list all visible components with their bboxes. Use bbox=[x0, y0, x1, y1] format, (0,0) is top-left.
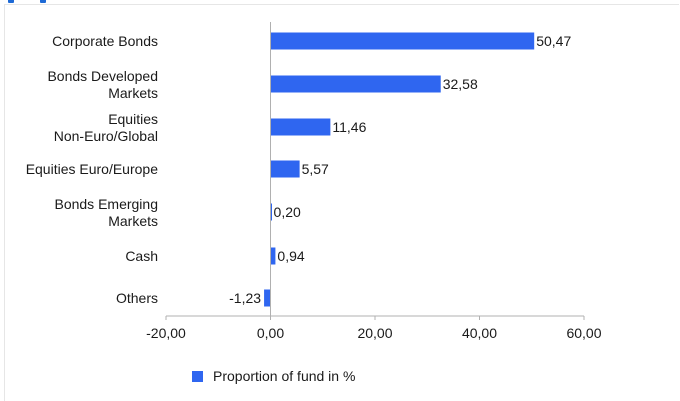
x-tick-label: 40,00 bbox=[462, 325, 497, 341]
x-tick-label: -20,00 bbox=[146, 325, 186, 341]
bar-chart: 50,47 Corporate Bonds 32,58 Bonds Developed… bbox=[26, 22, 602, 341]
value-label: 0,94 bbox=[277, 248, 304, 264]
accent-mark bbox=[8, 0, 14, 3]
x-tick-label: 0,00 bbox=[257, 325, 284, 341]
bar bbox=[270, 75, 441, 93]
category-label: Bonds Emerging bbox=[54, 196, 158, 212]
x-tick-label: 60,00 bbox=[566, 325, 601, 341]
bar bbox=[270, 203, 272, 221]
bar bbox=[270, 160, 300, 178]
category-label: Bonds Developed bbox=[47, 68, 158, 84]
bar bbox=[270, 32, 535, 50]
category-label: Others bbox=[116, 290, 158, 306]
value-label: 0,20 bbox=[274, 204, 301, 220]
value-label: 5,57 bbox=[302, 161, 329, 177]
value-label: -1,23 bbox=[229, 290, 261, 306]
top-accent-strip bbox=[0, 0, 60, 3]
accent-mark bbox=[40, 0, 46, 3]
value-label: 50,47 bbox=[536, 33, 571, 49]
category-label: Markets bbox=[108, 85, 158, 101]
bar bbox=[270, 118, 331, 136]
category-label: Corporate Bonds bbox=[52, 33, 158, 49]
legend: Proportion of fund in % bbox=[192, 368, 355, 384]
x-tick-label: 20,00 bbox=[357, 325, 392, 341]
category-label: Cash bbox=[125, 248, 158, 264]
bar bbox=[270, 247, 276, 265]
category-label: Non-Euro/Global bbox=[54, 128, 158, 144]
bar bbox=[264, 289, 271, 307]
category-label: Equities Euro/Europe bbox=[26, 161, 159, 177]
legend-label: Proportion of fund in % bbox=[213, 368, 356, 384]
category-label: Markets bbox=[108, 213, 158, 229]
chart-frame bbox=[4, 4, 679, 401]
legend-swatch bbox=[192, 370, 203, 382]
value-label: 11,46 bbox=[332, 119, 366, 135]
value-label: 32,58 bbox=[443, 76, 478, 92]
category-label: Equities bbox=[108, 111, 158, 127]
